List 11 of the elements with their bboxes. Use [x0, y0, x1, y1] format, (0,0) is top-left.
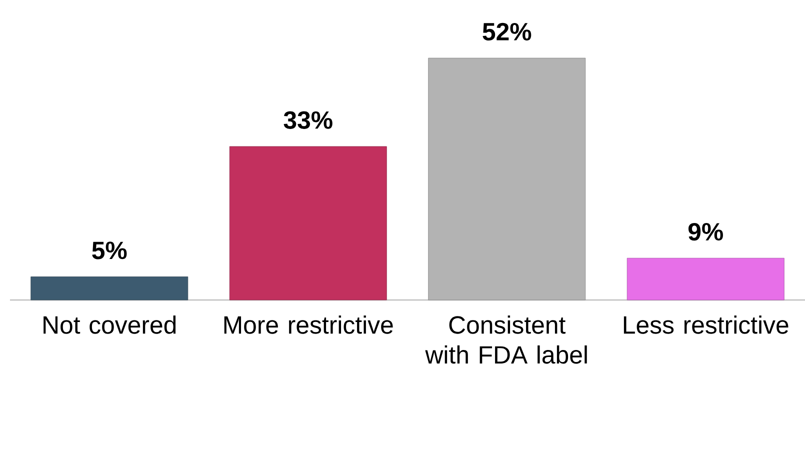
data-label: 52% — [482, 22, 532, 41]
bar — [229, 146, 387, 300]
data-label: 9% — [688, 222, 723, 241]
bar — [626, 258, 784, 300]
x-tick-label: More restrictive — [224, 316, 393, 334]
bar — [30, 276, 188, 300]
x-tick-label: Consistent with FDA label — [425, 316, 587, 364]
data-label: 5% — [92, 242, 127, 260]
x-tick-label: Not covered — [44, 316, 176, 334]
data-label: 33% — [284, 111, 332, 129]
x-tick-label: Less restrictive — [624, 316, 788, 334]
